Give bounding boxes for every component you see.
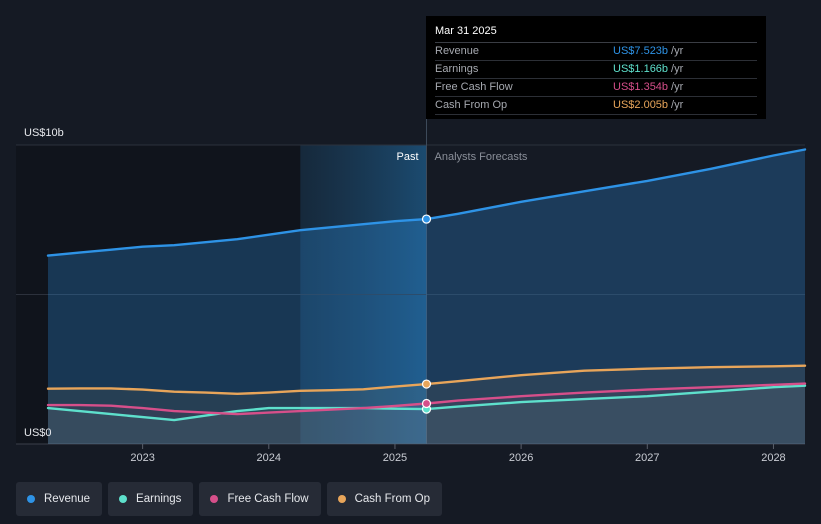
free-cash-flow-line-forecast	[425, 382, 807, 405]
legend: Revenue Earnings Free Cash Flow Cash Fro…	[16, 482, 443, 516]
legend-item-earnings[interactable]: Earnings	[108, 482, 194, 516]
tooltip-unit: /yr	[671, 99, 684, 111]
tooltip-row-revenue: Revenue US$7.523b /yr	[435, 43, 757, 61]
legend-label: Earnings	[136, 493, 182, 505]
cash-from-op-line-past	[46, 382, 428, 395]
legend-dot-icon	[337, 495, 346, 503]
free-cash-flow-line-past	[46, 402, 428, 416]
earnings-area	[48, 385, 805, 444]
legend-label: Cash From Op	[354, 493, 431, 505]
x-tick-label: 2028	[761, 452, 785, 464]
x-tick-label: 2026	[509, 452, 533, 464]
revenue-line-forecast	[425, 148, 807, 221]
x-tick-label: 2024	[257, 452, 281, 464]
revenue-marker	[421, 214, 432, 224]
tooltip-label: Free Cash Flow	[435, 81, 513, 93]
tooltip-label: Revenue	[435, 45, 480, 57]
cash-from-op-marker	[421, 379, 432, 389]
x-tick-label: 2027	[635, 452, 659, 464]
legend-dot-icon	[27, 495, 35, 503]
tooltip-row-cash-from-op: Cash From Op US$2.005b /yr	[435, 97, 757, 115]
tooltip-row-free-cash-flow: Free Cash Flow US$1.354b /yr	[435, 79, 757, 97]
y-tick-label: US$0	[24, 427, 52, 439]
y-tick-label: US$10b	[24, 127, 64, 139]
tooltip-value: US$1.354b	[613, 81, 669, 93]
forecast-label: Analysts Forecasts	[435, 151, 528, 163]
legend-item-free-cash-flow[interactable]: Free Cash Flow	[199, 482, 321, 516]
tooltip-value: US$7.523b	[613, 45, 669, 57]
tooltip-unit: /yr	[671, 81, 684, 93]
cash-from-op-line-forecast	[425, 364, 807, 386]
tooltip-unit: /yr	[671, 45, 684, 57]
tooltip-label: Cash From Op	[435, 99, 508, 111]
free-cash-flow-marker	[421, 398, 432, 409]
revenue-line-past	[46, 217, 428, 257]
tooltip-label: Earnings	[435, 63, 479, 75]
legend-item-cash-from-op[interactable]: Cash From Op	[326, 482, 443, 516]
legend-item-revenue[interactable]: Revenue	[16, 482, 103, 516]
tooltip-row-earnings: Earnings US$1.166b /yr	[435, 61, 757, 79]
tooltip-date: Mar 31 2025	[435, 24, 757, 43]
past-label: Past	[396, 151, 418, 163]
legend-dot-icon	[119, 495, 128, 503]
x-tick-label: 2025	[383, 452, 407, 464]
legend-label: Free Cash Flow	[227, 493, 309, 505]
tooltip: Mar 31 2025 Revenue US$7.523b /yr Earnin…	[426, 16, 766, 119]
legend-dot-icon	[210, 495, 219, 503]
tooltip-unit: /yr	[671, 63, 684, 75]
tooltip-value: US$2.005b	[613, 99, 669, 111]
legend-label: Revenue	[44, 493, 91, 505]
earnings-line-forecast	[425, 384, 807, 411]
x-tick-label: 2023	[130, 452, 154, 464]
tooltip-value: US$1.166b	[613, 63, 669, 75]
